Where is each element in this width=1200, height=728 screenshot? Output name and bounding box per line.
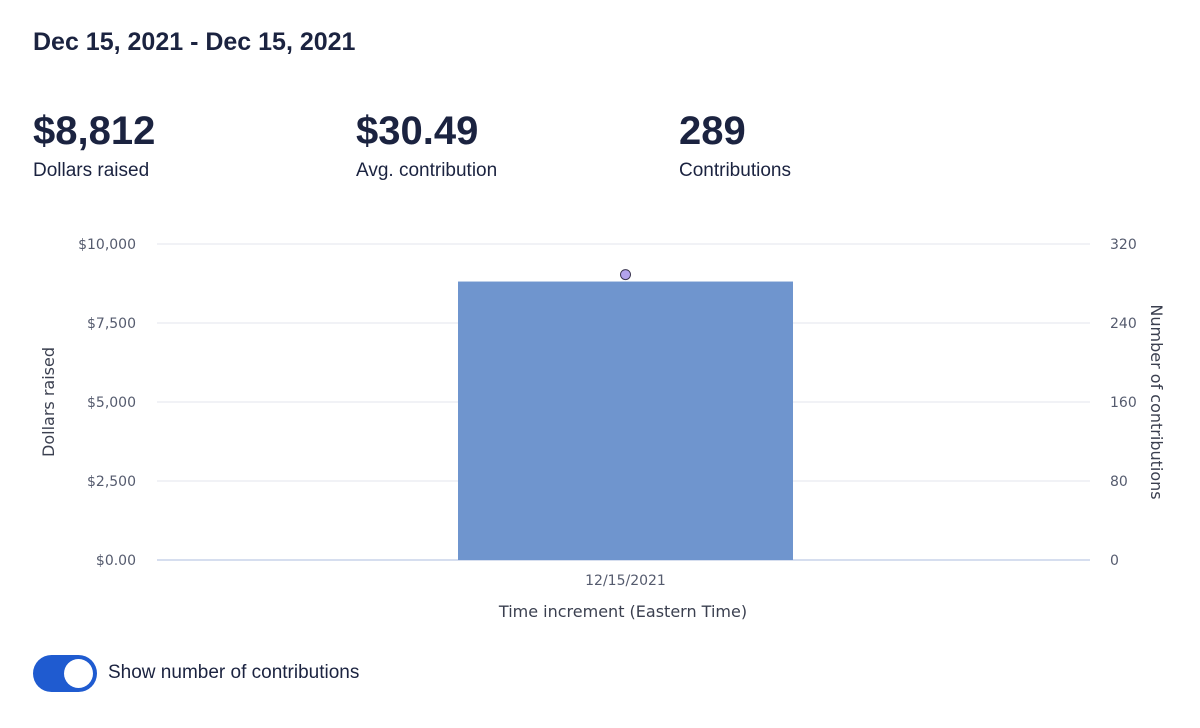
y2-tick-label: 160	[1110, 395, 1137, 411]
y-axis-title: Dollars raised	[39, 347, 58, 457]
show-contributions-toggle[interactable]	[33, 655, 97, 692]
stat-label: Avg. contribution	[356, 160, 498, 181]
stat-avg-contribution: $30.49 Avg. contribution	[356, 108, 497, 182]
stat-label: Dollars raised	[33, 160, 150, 181]
x-tick-label: 12/15/2021	[585, 573, 666, 589]
stat-value: $30.49	[356, 109, 479, 153]
contributions-chart: $0.00 0 $2,500 80 $5,000 160 $7,500 240 $10,000 3…	[39, 237, 1166, 621]
y2-tick-label: 320	[1110, 237, 1137, 253]
stat-label: Contributions	[679, 160, 791, 181]
contribution-point	[620, 269, 631, 281]
stat-contributions: 289 Contributions	[679, 108, 791, 182]
y-tick-label: $5,000	[87, 395, 136, 411]
y-tick-label: $0.00	[96, 553, 136, 569]
y-tick-label: $7,500	[87, 316, 136, 332]
y2-axis-title: Number of contributions	[1147, 304, 1166, 499]
stat-value: 289	[679, 109, 746, 153]
y2-tick-label: 0	[1110, 553, 1119, 569]
stat-value: $8,812	[33, 109, 156, 153]
y-tick-label: $10,000	[78, 237, 136, 253]
toggle-label: Show number of contributions	[108, 662, 360, 683]
bar	[458, 281, 793, 560]
y-tick-label: $2,500	[87, 474, 136, 490]
x-axis-title: Time increment (Eastern Time)	[498, 602, 747, 621]
date-range-title: Dec 15, 2021 - Dec 15, 2021	[33, 28, 356, 56]
toggle-knob	[64, 659, 93, 688]
y2-tick-label: 80	[1110, 474, 1128, 490]
y2-tick-label: 240	[1110, 316, 1137, 332]
stat-dollars-raised: $8,812 Dollars raised	[33, 108, 155, 182]
